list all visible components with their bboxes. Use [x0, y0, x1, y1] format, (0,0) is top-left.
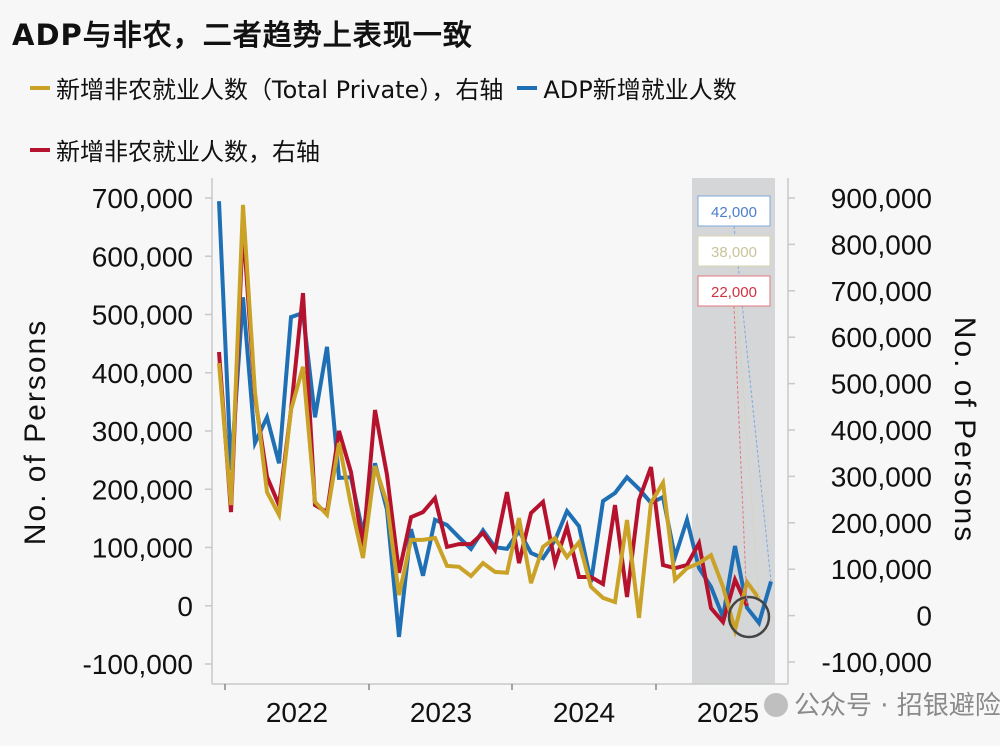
- left-tick-label: 0: [177, 591, 193, 622]
- x-tick-label: 2025: [697, 697, 759, 728]
- right-tick-label: 400,000: [831, 415, 932, 446]
- right-tick-label: -100,000: [821, 647, 932, 678]
- callout-value: 22,000: [711, 284, 757, 301]
- callout-leader: [733, 225, 772, 582]
- value-callout: 42,000: [697, 195, 772, 582]
- x-tick-label: 2023: [410, 697, 472, 728]
- legend-item-nfp: 新增非农就业人数，右轴: [30, 132, 320, 167]
- callout-box: [697, 275, 771, 307]
- legend-item-total-private: 新增非农就业人数（Total Private），右轴: [30, 70, 503, 105]
- chart-title: ADP与非农，二者趋势上表现一致: [12, 18, 473, 52]
- right-tick-label: 600,000: [831, 322, 932, 353]
- x-tick-label: 2022: [266, 697, 328, 728]
- legend-row-2: 新增非农就业人数，右轴: [30, 132, 334, 167]
- right-tick-label: 500,000: [831, 369, 932, 400]
- legend-swatch-yellow: [30, 85, 50, 90]
- highlight-circle: [727, 595, 771, 639]
- value-callout: 22,000: [697, 275, 771, 606]
- callout-box: [697, 235, 771, 267]
- left-tick-label: -100,000: [82, 649, 193, 680]
- callout-leader: [733, 265, 760, 599]
- right-tick-label: 100,000: [831, 554, 932, 585]
- callout-box: [697, 195, 771, 227]
- right-tick-label: 300,000: [831, 461, 932, 492]
- right-tick-label: 800,000: [831, 229, 932, 260]
- legend-label: ADP新增就业人数: [543, 76, 737, 104]
- callout-leader: [733, 305, 748, 606]
- right-tick-label: 0: [916, 601, 932, 632]
- legend-label: 新增非农就业人数，右轴: [56, 138, 320, 166]
- legend-item-adp: ADP新增就业人数: [517, 70, 737, 105]
- left-tick-label: 100,000: [92, 533, 193, 564]
- left-tick-label: 600,000: [92, 241, 193, 272]
- right-tick-label: 200,000: [831, 508, 932, 539]
- watermark-text: 公众号 · 招银避险: [794, 691, 1000, 721]
- legend-swatch-red: [30, 147, 50, 152]
- left-tick-label: 500,000: [92, 300, 193, 331]
- series-line: [217, 204, 761, 638]
- left-tick-label: 300,000: [92, 416, 193, 447]
- right-tick-label: 700,000: [831, 276, 932, 307]
- left-tick-label: 400,000: [92, 358, 193, 389]
- left-tick-label: 700,000: [92, 183, 193, 214]
- legend-row-1: 新增非农就业人数（Total Private），右轴 ADP新增就业人数: [30, 70, 751, 105]
- callout-value: 42,000: [711, 204, 757, 221]
- x-tick-label: 2024: [553, 697, 615, 728]
- right-tick-label: 900,000: [831, 183, 932, 214]
- value-callout: 38,000: [697, 235, 771, 599]
- callout-value: 38,000: [711, 244, 757, 261]
- right-axis-title: No. of Persons: [948, 317, 981, 543]
- left-tick-label: 200,000: [92, 474, 193, 505]
- legend-swatch-blue: [517, 85, 538, 90]
- left-axis-title: No. of Persons: [19, 319, 52, 545]
- legend-label: 新增非农就业人数（Total Private），右轴: [56, 76, 504, 104]
- series-0: [217, 204, 761, 638]
- wechat-icon: [764, 693, 788, 717]
